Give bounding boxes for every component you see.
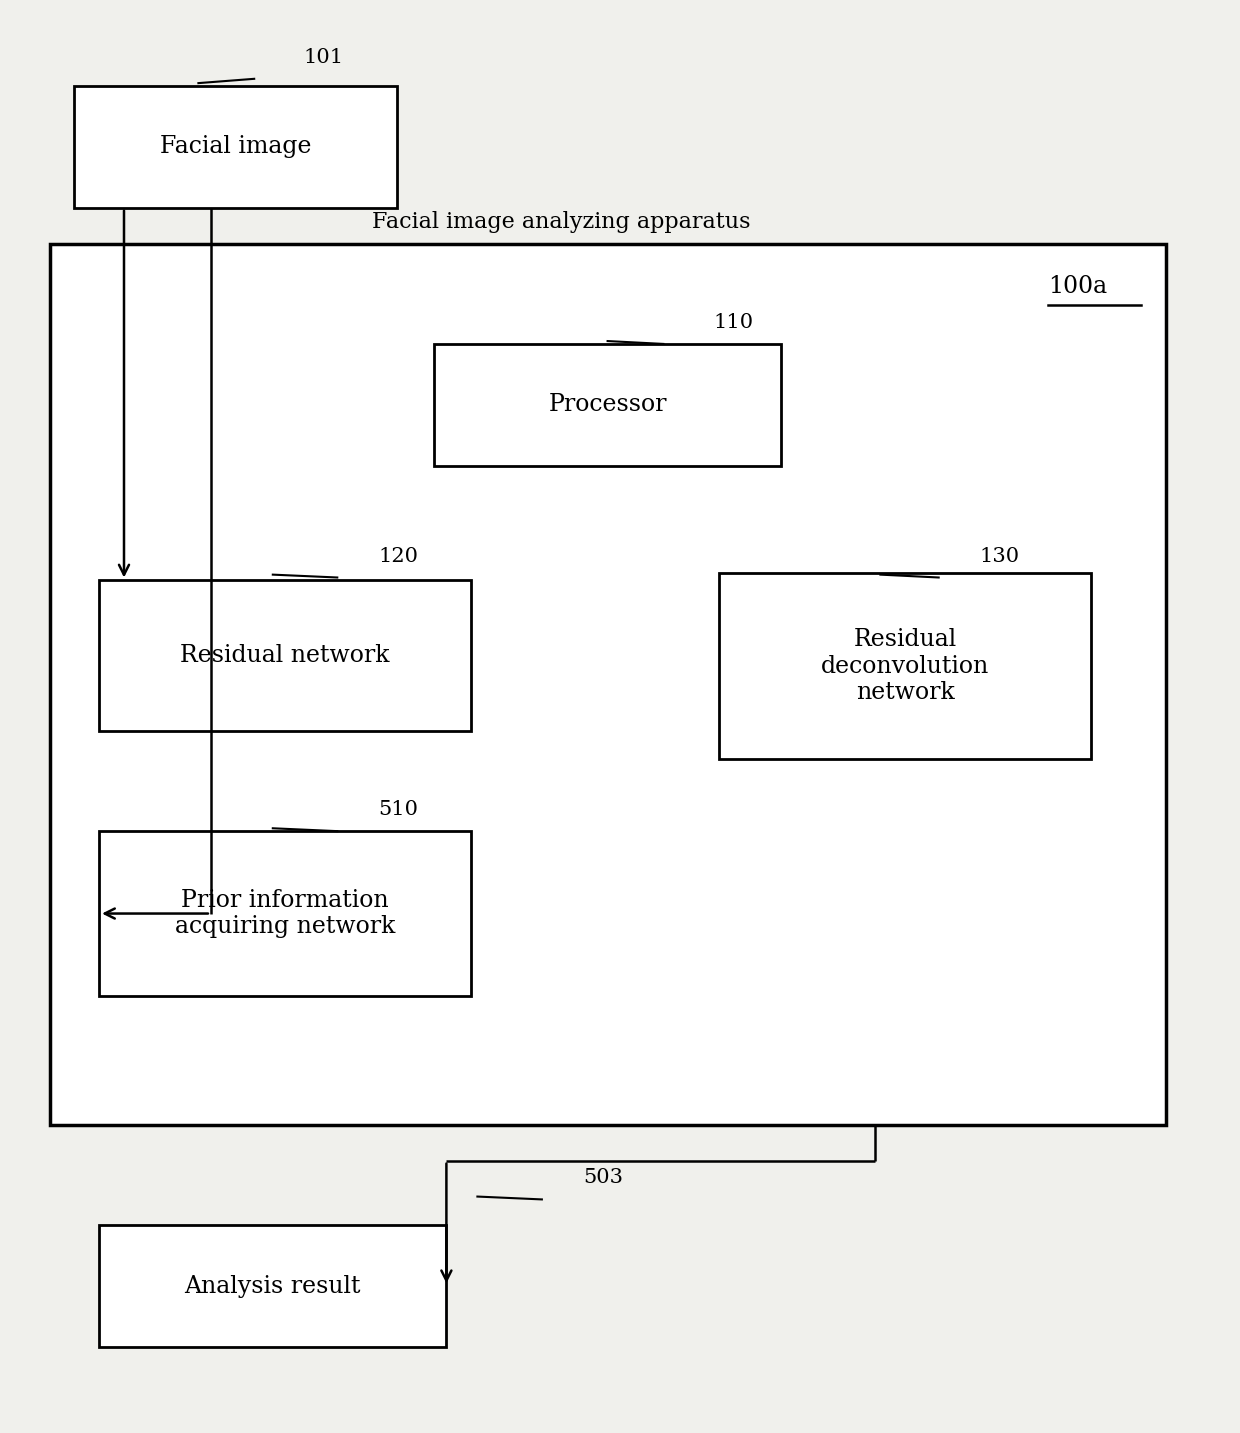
- Bar: [719, 573, 1091, 759]
- Text: 101: 101: [304, 47, 343, 67]
- Text: 510: 510: [378, 800, 418, 820]
- Text: Residual
deconvolution
network: Residual deconvolution network: [821, 628, 990, 705]
- Bar: [434, 344, 781, 466]
- Bar: [74, 86, 397, 208]
- Text: Analysis result: Analysis result: [185, 1274, 361, 1298]
- Text: 130: 130: [980, 546, 1019, 566]
- Text: 100a: 100a: [1048, 275, 1107, 298]
- Bar: [50, 244, 1166, 1125]
- Text: Facial image analyzing apparatus: Facial image analyzing apparatus: [372, 211, 750, 234]
- Text: Prior information
acquiring network: Prior information acquiring network: [175, 888, 396, 939]
- Text: Residual network: Residual network: [181, 643, 389, 668]
- Text: Facial image: Facial image: [160, 135, 311, 159]
- Bar: [99, 580, 471, 731]
- Text: Processor: Processor: [548, 393, 667, 417]
- Text: 110: 110: [713, 312, 753, 332]
- Bar: [99, 831, 471, 996]
- Text: 120: 120: [378, 546, 418, 566]
- Text: 503: 503: [583, 1168, 622, 1188]
- Bar: [99, 1225, 446, 1347]
